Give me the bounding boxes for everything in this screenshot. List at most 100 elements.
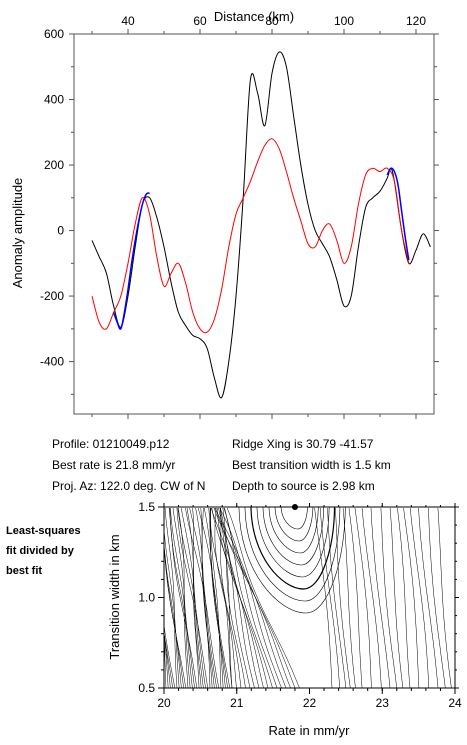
contour-line <box>203 507 228 688</box>
contour-line <box>213 507 287 688</box>
top-y-tick-label: 400 <box>44 93 64 107</box>
contour-line <box>177 507 206 688</box>
top-chart-series <box>91 51 431 399</box>
best-fit-point <box>291 504 298 510</box>
series-line-3 <box>386 167 410 261</box>
contour-line <box>164 623 176 688</box>
misfit-note-line-3: best fit <box>6 565 43 577</box>
bottom-y-tick-label: 0.5 <box>138 681 155 695</box>
contour-line <box>370 507 391 688</box>
top-y-tick-label: 0 <box>57 224 64 238</box>
contour-line <box>222 507 269 688</box>
top-x-tick-label: 120 <box>406 14 426 28</box>
top-chart-frame <box>73 33 435 415</box>
contour-line <box>262 507 324 566</box>
contour-line <box>256 507 330 578</box>
contour-line <box>335 507 351 688</box>
contour-line <box>195 507 215 688</box>
contour-line <box>428 507 446 688</box>
top-y-tick-label: 200 <box>44 158 64 172</box>
contour-line <box>219 507 246 688</box>
contour-line <box>218 507 291 688</box>
misfit-note-line-2: fit divided by <box>6 545 74 557</box>
contour-line <box>226 507 300 688</box>
top-y-tick-label: -200 <box>40 289 64 303</box>
contour-line <box>176 507 209 688</box>
top-y-tick-label: -400 <box>40 355 64 369</box>
bottom-x-tick-label: 20 <box>157 696 171 710</box>
top-x-tick-label: 100 <box>334 14 354 28</box>
top-x-tick-label: 80 <box>265 14 279 28</box>
anomaly-profile-chart: Distance (km) Anomaly amplitude 40 60 80 10… <box>10 9 439 419</box>
contour-line <box>186 507 202 688</box>
bottom-x-tick-label: 24 <box>448 696 462 710</box>
contour-line <box>342 507 356 688</box>
contour-line <box>208 507 226 688</box>
series-line-0 <box>91 51 431 399</box>
contour-line <box>168 507 198 688</box>
bottom-x-tick-label: 22 <box>303 696 317 710</box>
contour-line <box>201 507 211 688</box>
contour-line <box>172 507 191 688</box>
contour-line <box>164 624 167 688</box>
contour-line <box>178 507 189 688</box>
series-line-2 <box>112 192 150 330</box>
contour-line <box>220 507 242 688</box>
contour-line <box>280 507 308 530</box>
contour-line <box>274 507 314 542</box>
contour-line <box>403 507 420 688</box>
contour-line <box>314 507 333 688</box>
contour-line <box>185 507 220 688</box>
contour-line <box>418 507 439 688</box>
contour-line <box>189 507 217 688</box>
contour-line <box>327 507 347 688</box>
contour-line <box>164 629 169 688</box>
contour-line <box>170 507 193 688</box>
contour-line <box>210 507 255 688</box>
contour-line <box>164 630 173 688</box>
profile-label: Profile: 01210049.p12 <box>52 437 170 451</box>
series-line-1 <box>91 138 410 334</box>
contour-line <box>210 507 222 688</box>
contour-line <box>164 544 187 688</box>
bottom-y-tick-label: 1.5 <box>138 500 155 514</box>
contour-line <box>224 507 296 688</box>
top-chart-y-axis-label: Anomaly amplitude <box>10 178 25 289</box>
bottom-x-tick-label: 21 <box>230 696 244 710</box>
contour-line <box>361 507 382 688</box>
contour-line <box>223 507 273 688</box>
misfit-note: Least-squares fit divided by best fit <box>6 521 81 581</box>
contour-line <box>209 508 224 688</box>
contour-line <box>164 540 182 688</box>
contour-line <box>214 507 282 688</box>
contour-line <box>389 507 404 688</box>
contour-line <box>164 524 180 688</box>
contour-lines <box>164 507 452 688</box>
contour-line <box>244 507 341 602</box>
contour-line <box>214 507 237 688</box>
contour-line <box>348 507 363 688</box>
top-chart-x-axis-label: Distance (km) <box>214 9 294 24</box>
depth-label: Depth to source is 2.98 km <box>232 479 375 493</box>
top-y-tick-label: 600 <box>44 27 64 41</box>
contour-line <box>250 507 336 590</box>
contour-line <box>409 507 430 688</box>
projection-azimuth-label: Proj. Az: 122.0 deg. CW of N <box>52 479 206 493</box>
best-transition-label: Best transition width is 1.5 km <box>232 458 391 472</box>
contour-line <box>197 507 231 688</box>
top-chart-ticks: 40 60 80 100 120 600 400 200 0 -200 -400 <box>40 14 439 419</box>
contour-line <box>238 507 346 614</box>
contour-line <box>437 507 452 688</box>
bottom-chart-ticks: 20 21 22 23 24 1.5 1.0 0.5 <box>138 500 462 710</box>
misfit-note-line-1: Least-squares <box>6 525 81 537</box>
contour-line <box>397 507 411 688</box>
top-x-tick-label: 40 <box>121 14 135 28</box>
contour-line <box>209 508 233 688</box>
contour-line <box>219 507 233 688</box>
contour-line <box>219 507 278 688</box>
top-x-tick-label: 60 <box>193 14 207 28</box>
contour-line <box>268 507 319 554</box>
bottom-chart-y-axis-label: Transition width in km <box>107 534 122 659</box>
contour-line <box>380 507 398 688</box>
ridge-crossing-label: Ridge Xing is 30.79 -41.57 <box>232 437 374 451</box>
